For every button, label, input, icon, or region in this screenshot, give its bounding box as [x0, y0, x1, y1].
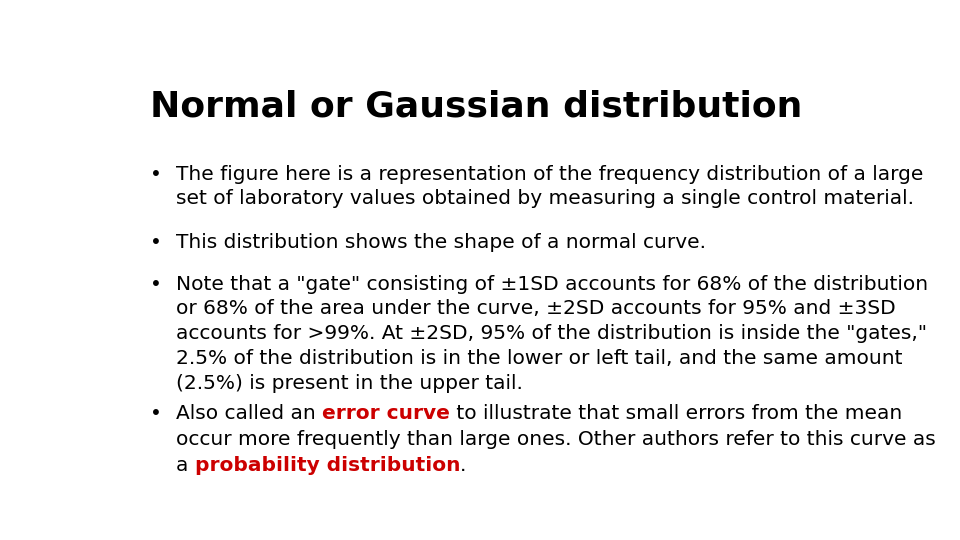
Text: •: •	[150, 404, 161, 423]
Text: The figure here is a representation of the frequency distribution of a large
set: The figure here is a representation of t…	[176, 165, 924, 208]
Text: •: •	[150, 233, 161, 252]
Text: occur more frequently than large ones. Other authors refer to this curve as: occur more frequently than large ones. O…	[176, 430, 936, 449]
Text: a: a	[176, 456, 195, 475]
Text: to illustrate that small errors from the mean: to illustrate that small errors from the…	[450, 404, 902, 423]
Text: Note that a "gate" consisting of ±1SD accounts for 68% of the distribution
or 68: Note that a "gate" consisting of ±1SD ac…	[176, 275, 928, 393]
Text: •: •	[150, 275, 161, 294]
Text: This distribution shows the shape of a normal curve.: This distribution shows the shape of a n…	[176, 233, 706, 252]
Text: error curve: error curve	[322, 404, 450, 423]
Text: Normal or Gaussian distribution: Normal or Gaussian distribution	[150, 90, 803, 124]
Text: •: •	[150, 165, 161, 184]
Text: .: .	[460, 456, 467, 475]
Text: probability distribution: probability distribution	[195, 456, 460, 475]
Text: Also called an: Also called an	[176, 404, 322, 423]
